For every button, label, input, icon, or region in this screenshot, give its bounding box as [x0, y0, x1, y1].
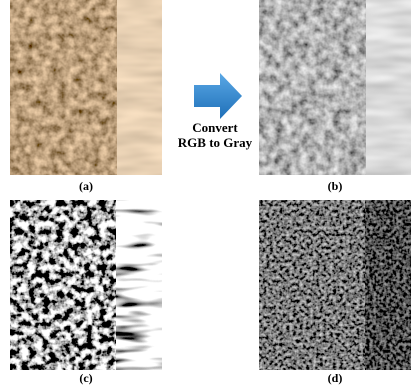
- panel-label: (d): [328, 371, 343, 385]
- image-b: [259, 0, 411, 175]
- panel-label: (b): [328, 179, 343, 193]
- arrow-text: Convert: [192, 120, 238, 135]
- panel-label: (a): [79, 179, 93, 193]
- image-c: [10, 200, 162, 370]
- arrow-text: RGB to Gray: [178, 135, 253, 150]
- image-d: [259, 200, 411, 370]
- arrow: [194, 73, 242, 119]
- image-a: [10, 0, 162, 175]
- panel-label: (c): [79, 371, 92, 385]
- figure: Convert RGB to Gray (a) (b) (c) (d): [0, 0, 413, 385]
